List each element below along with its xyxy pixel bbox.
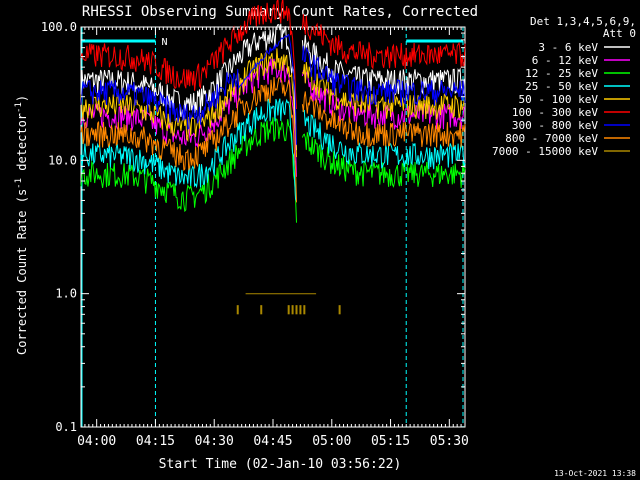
series-4 — [80, 48, 466, 158]
x-tick-label: 05:15 — [371, 434, 410, 449]
x-tick-label: 05:30 — [430, 434, 469, 449]
legend-label: 6 - 12 keV — [532, 54, 599, 67]
series-3 — [80, 98, 466, 202]
series-2 — [80, 117, 466, 223]
legend-label: 50 - 100 keV — [519, 93, 599, 106]
series-7 — [80, 76, 466, 203]
series-5 — [80, 0, 466, 110]
y-axis-label: Corrected Count Rate (s-1 detector-1) — [14, 95, 29, 355]
legend-header-line2: Att 0 — [603, 27, 636, 40]
x-tick-label: 04:30 — [195, 434, 234, 449]
series-line — [80, 98, 466, 202]
series-0 — [80, 23, 466, 151]
x-tick-label: 04:00 — [77, 434, 116, 449]
y-tick-label: 0.1 — [55, 420, 77, 434]
series-line — [80, 76, 466, 203]
x-axis-label: Start Time (02-Jan-10 03:56:22) — [159, 457, 402, 472]
y-tick-label: 10.0 — [48, 153, 77, 167]
series-line — [80, 117, 466, 223]
timestamp: 13-Oct-2021 13:38 — [554, 469, 636, 478]
series-line — [80, 0, 466, 110]
legend-label: 12 - 25 keV — [525, 67, 598, 80]
y-axis-label-exp1: -1 — [14, 178, 24, 189]
legend-label: 25 - 50 keV — [525, 80, 598, 93]
y-tick-label: 1.0 — [55, 287, 77, 301]
y-axis-label-mid: detector — [15, 113, 29, 178]
legend-label: 300 - 800 keV — [512, 119, 598, 132]
legend-label: 800 - 7000 keV — [505, 132, 598, 145]
x-axis: 04:00 04:15 04:30 04:45 05:00 05:15 05:30 — [77, 27, 469, 449]
series-line — [80, 48, 466, 158]
series-6 — [80, 33, 466, 145]
legend-label: 7000 - 15000 keV — [492, 145, 598, 158]
x-tick-label: 04:45 — [253, 434, 292, 449]
y-tick-label: 100.0 — [41, 20, 77, 34]
x-tick-label: 04:15 — [136, 434, 175, 449]
y-axis-label-exp2: -1 — [14, 102, 24, 113]
y-axis-label-main: Corrected Count Rate (s — [15, 189, 29, 355]
legend-header-line1: Det 1,3,4,5,6,9, — [530, 15, 636, 28]
y-axis-label-end: ) — [15, 95, 29, 102]
chart-title: RHESSI Observing Summary Count Rates, Co… — [82, 4, 478, 20]
night-flag-label: N — [161, 37, 167, 48]
x-tick-label: 05:00 — [312, 434, 351, 449]
series-line — [80, 33, 466, 145]
series-8 — [236, 293, 341, 315]
legend-label: 100 - 300 keV — [512, 106, 598, 119]
series-line — [80, 23, 466, 151]
legend-label: 3 - 6 keV — [538, 41, 598, 54]
y-axis: 0.1 1.0 10.0 100.0 — [41, 20, 465, 434]
plot-area: N — [80, 0, 466, 428]
